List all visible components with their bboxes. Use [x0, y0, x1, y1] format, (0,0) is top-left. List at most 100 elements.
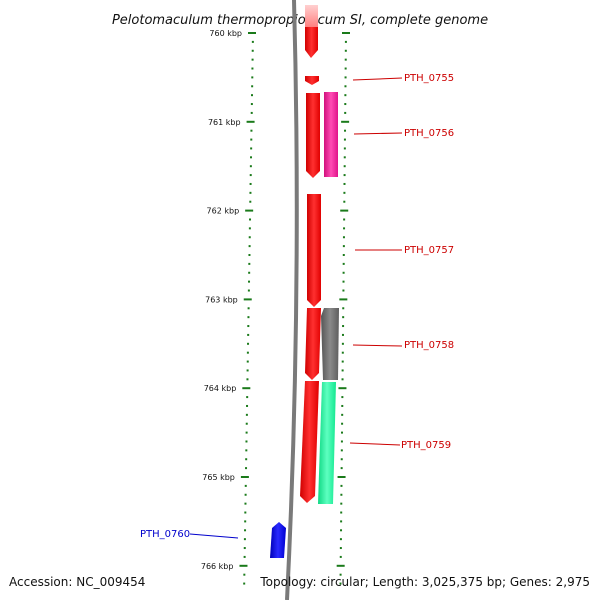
minor-tick-inner	[243, 555, 246, 558]
minor-tick-inner	[248, 280, 251, 283]
major-tick-inner	[242, 387, 251, 390]
gene-label-pth-0759[interactable]: PTH_0759	[401, 440, 451, 451]
gene-label-pth-0758[interactable]: PTH_0758	[404, 340, 454, 351]
gene-pth-0759-green-arrow[interactable]	[318, 382, 336, 504]
tick-label: 764 kbp	[204, 384, 237, 393]
minor-tick-outer	[342, 289, 345, 292]
gene-pth-0757-red-arrow[interactable]	[307, 194, 321, 307]
gene-pth-0758-gray-arrow[interactable]	[321, 308, 339, 380]
major-tick-outer	[339, 298, 348, 301]
gene-label-pth-0757[interactable]: PTH_0757	[404, 245, 454, 256]
minor-tick-inner	[245, 449, 248, 452]
major-tick-inner	[239, 564, 248, 567]
minor-tick-outer	[341, 342, 344, 345]
major-tick-inner	[246, 120, 255, 123]
minor-tick-outer	[343, 227, 346, 230]
minor-tick-inner	[249, 174, 252, 177]
minor-tick-inner	[251, 40, 254, 43]
gene-pth-0755-red-arrow[interactable]	[305, 76, 319, 85]
minor-tick-inner	[250, 147, 253, 150]
gene-pth-0758-red-arrow[interactable]	[305, 308, 321, 380]
major-tick-outer	[342, 32, 350, 34]
minor-tick-inner	[250, 138, 253, 141]
minor-tick-outer	[339, 547, 342, 550]
minor-tick-inner	[247, 289, 250, 292]
minor-tick-outer	[342, 307, 345, 310]
minor-tick-outer	[342, 236, 345, 239]
minor-tick-outer	[343, 218, 346, 221]
minor-tick-outer	[343, 191, 346, 194]
major-tick-inner	[245, 209, 254, 212]
minor-tick-inner	[245, 440, 248, 443]
minor-tick-inner	[244, 484, 247, 487]
minor-tick-inner	[251, 49, 254, 52]
gene-pth-0756-pink-arrow[interactable]	[324, 92, 338, 177]
minor-tick-inner	[248, 271, 251, 274]
minor-tick-inner	[251, 85, 254, 88]
gene-label-pth-0760[interactable]: PTH_0760	[140, 529, 190, 540]
minor-tick-outer	[343, 165, 346, 168]
minor-tick-inner	[251, 76, 254, 79]
minor-tick-inner	[245, 431, 248, 434]
minor-tick-inner	[246, 378, 249, 381]
gene-label-pth-0756[interactable]: PTH_0756	[404, 128, 454, 139]
minor-tick-outer	[342, 245, 345, 248]
minor-tick-outer	[344, 103, 347, 106]
tick-label: 766 kbp	[201, 562, 234, 571]
major-tick-outer	[336, 564, 345, 567]
minor-tick-outer	[340, 440, 343, 443]
minor-tick-outer	[344, 58, 347, 61]
gene-pth-0759-red-arrow[interactable]	[300, 381, 319, 503]
minor-tick-inner	[248, 254, 251, 256]
tick-label: 763 kbp	[205, 295, 238, 304]
leader-pth-0758	[352, 344, 403, 347]
minor-tick-outer	[341, 404, 344, 407]
leader-pth-0760	[189, 533, 239, 539]
minor-tick-inner	[244, 529, 247, 532]
minor-tick-outer	[344, 129, 347, 132]
minor-tick-inner	[250, 103, 253, 106]
minor-tick-inner	[248, 236, 251, 239]
minor-tick-inner	[245, 458, 248, 461]
minor-tick-outer	[344, 85, 347, 88]
minor-tick-outer	[339, 538, 342, 541]
minor-tick-outer	[341, 396, 344, 399]
minor-tick-outer	[343, 174, 346, 177]
gene-pth-0760-blue-arrow[interactable]	[270, 522, 286, 558]
minor-tick-outer	[342, 280, 345, 283]
minor-tick-inner	[243, 547, 246, 550]
minor-tick-outer	[342, 316, 345, 319]
leader-pth-0756	[353, 132, 403, 135]
leader-pth-0755	[352, 77, 403, 81]
minor-tick-outer	[339, 573, 342, 576]
minor-tick-inner	[247, 307, 250, 310]
tick-label: 762 kbp	[207, 207, 240, 216]
minor-tick-outer	[340, 502, 343, 505]
minor-tick-inner	[246, 360, 249, 363]
minor-tick-inner	[244, 520, 247, 523]
minor-tick-outer	[344, 111, 347, 114]
minor-tick-outer	[343, 147, 346, 150]
genome-backbone	[285, 0, 299, 600]
minor-tick-outer	[341, 413, 344, 416]
leader-pth-0759	[349, 442, 401, 446]
minor-tick-inner	[243, 573, 246, 576]
minor-tick-inner	[250, 111, 253, 114]
major-tick-inner	[243, 298, 252, 301]
tick-label: 760 kbp	[209, 29, 242, 38]
minor-tick-inner	[248, 227, 251, 230]
minor-tick-inner	[246, 404, 249, 407]
minor-tick-outer	[341, 422, 344, 425]
gene-pth-0756-red-arrow[interactable]	[306, 93, 320, 178]
minor-tick-outer	[341, 360, 344, 363]
minor-tick-outer	[340, 529, 343, 532]
major-tick-outer	[337, 476, 346, 478]
gene-label-pth-0755[interactable]: PTH_0755	[404, 73, 454, 84]
minor-tick-outer	[343, 138, 346, 141]
minor-tick-outer	[339, 555, 342, 558]
minor-tick-outer	[341, 351, 344, 354]
minor-tick-inner	[246, 396, 249, 399]
minor-tick-outer	[340, 449, 343, 452]
minor-tick-inner	[245, 413, 248, 416]
